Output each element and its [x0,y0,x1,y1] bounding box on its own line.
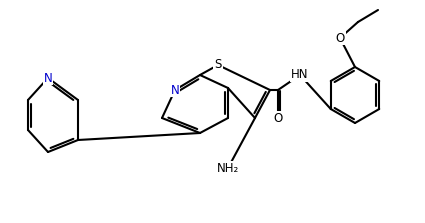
Text: N: N [44,72,52,85]
Text: O: O [335,31,345,45]
Text: O: O [273,112,283,124]
Text: S: S [214,58,222,72]
Text: HN: HN [291,68,309,81]
Text: N: N [170,83,179,97]
Text: NH₂: NH₂ [217,161,239,175]
